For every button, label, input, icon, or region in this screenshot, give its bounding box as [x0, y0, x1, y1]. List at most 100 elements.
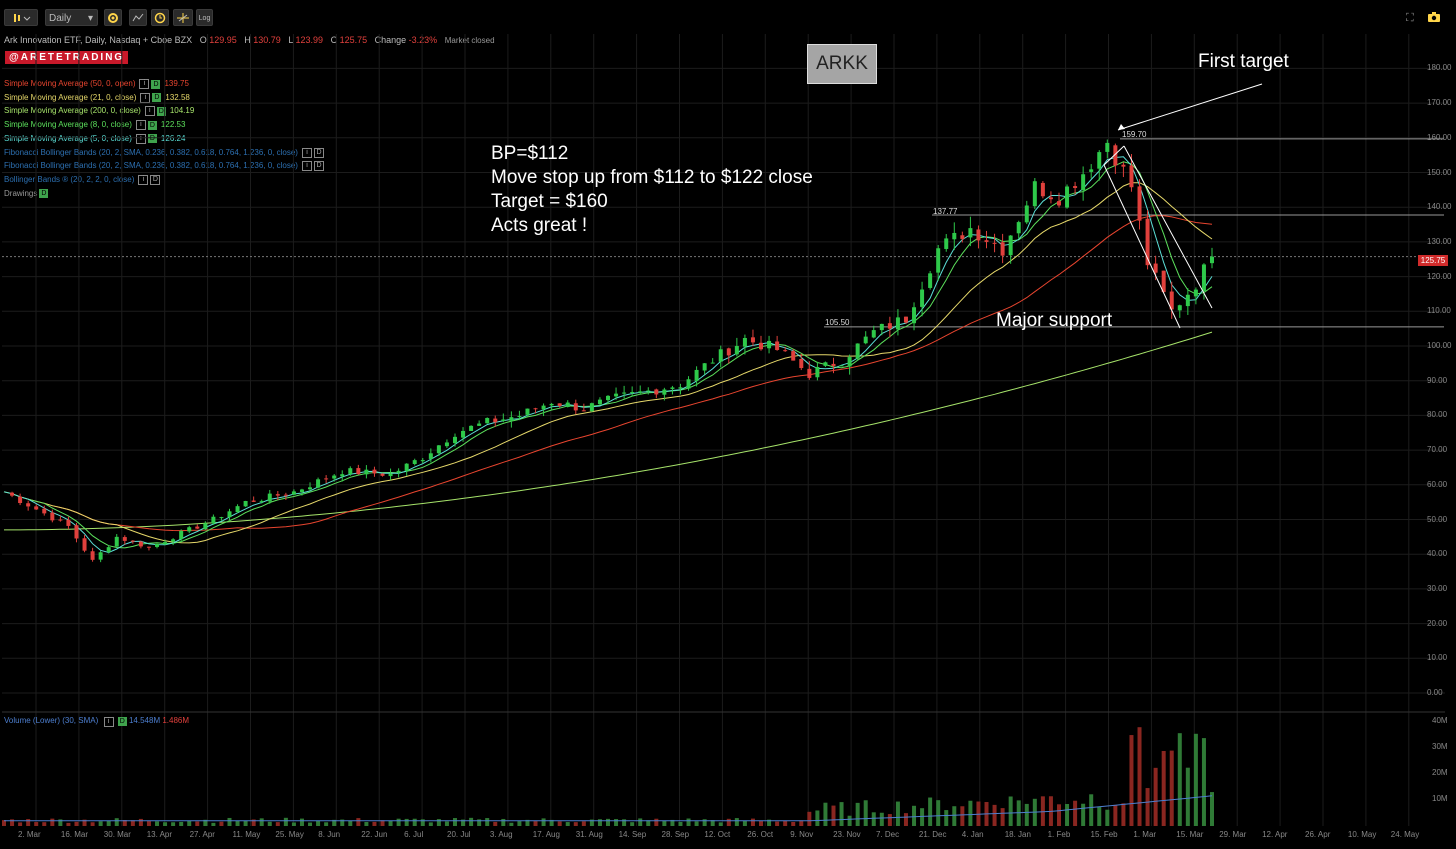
candle-body [1105, 142, 1110, 152]
volume-bar [74, 821, 79, 826]
level-label-mid: 137.77 [933, 207, 958, 216]
ticker-box: ARKK [807, 44, 877, 84]
candle-body [251, 500, 256, 502]
clock-button[interactable] [151, 9, 169, 26]
delete-icon[interactable]: D [147, 120, 157, 130]
indicator-label: Simple Moving Average (8, 0, close) [4, 120, 132, 130]
volume-bar [541, 818, 546, 826]
volume-bar [783, 820, 788, 826]
settings-button[interactable] [104, 9, 122, 26]
info-icon[interactable]: i [144, 106, 155, 117]
candle-body [694, 369, 699, 381]
delete-icon[interactable]: D [117, 717, 127, 726]
delete-icon[interactable]: D [156, 106, 166, 116]
candle-body [146, 546, 151, 548]
volume-bar [42, 822, 47, 826]
indicator-label: Bollinger Bands ® (20, 2, 2, 0, close) [4, 175, 135, 184]
volume-bar [501, 818, 506, 826]
time-tick: 12. Apr [1262, 830, 1288, 839]
volume-bar [1089, 794, 1094, 826]
volume-bar [90, 822, 95, 826]
candle-body [122, 537, 127, 541]
chart-type-button[interactable] [4, 9, 38, 26]
candle-body [710, 362, 715, 364]
time-tick: 6. Jul [404, 830, 424, 839]
interval-select[interactable]: Daily ▾ [45, 9, 98, 26]
volume-bar [581, 821, 586, 826]
candle-body [992, 242, 997, 244]
volume-bar [420, 819, 425, 826]
volume-bar [267, 821, 272, 826]
candle-body [573, 403, 578, 411]
candle-body [823, 362, 828, 366]
candle-body [1153, 263, 1158, 273]
delete-icon[interactable]: D [152, 93, 162, 103]
volume-value: 14.548M [128, 716, 161, 725]
volume-bar [606, 818, 610, 826]
delete-icon[interactable]: D [39, 188, 49, 198]
info-icon[interactable]: i [103, 717, 114, 727]
delete-icon[interactable]: D [150, 174, 161, 185]
price-tick: 100.00 [1427, 341, 1452, 350]
channel-line [1103, 164, 1181, 329]
indicator-row: Simple Moving Average (8, 0, close) i D 122… [4, 120, 185, 131]
price-tick: 130.00 [1427, 236, 1452, 246]
candle-body [316, 479, 321, 488]
delete-icon[interactable]: D [313, 161, 324, 172]
delete-icon[interactable]: D [313, 147, 324, 158]
camera-button[interactable] [1428, 12, 1440, 25]
volume-bar [18, 822, 23, 826]
volume-bar [452, 818, 457, 826]
volume-bar [750, 818, 755, 826]
candle-body [203, 523, 208, 530]
candle-body [622, 392, 627, 394]
candle-body [767, 340, 772, 349]
volume-bar [251, 819, 256, 826]
price-tick: 110.00 [1427, 306, 1451, 316]
volume-bar [130, 820, 135, 826]
volume-bar [372, 821, 377, 826]
candle-body [565, 402, 570, 408]
info-icon[interactable]: i [301, 147, 312, 158]
time-tick: 14. Sep [618, 830, 647, 839]
time-tick: 26. Oct [747, 830, 774, 839]
indicator-row: Drawings D [4, 189, 52, 199]
instrument-name: Ark Innovation ETF, Daily, Nasdaq + Cboe… [4, 35, 193, 45]
indicators-button[interactable] [129, 9, 147, 26]
candle-body [1024, 205, 1029, 223]
volume-bar [1169, 750, 1174, 826]
candle-body [1097, 152, 1102, 169]
time-tick: 18. Jan [1004, 830, 1031, 839]
fullscreen-icon[interactable]: ⛶ [1406, 12, 1414, 24]
candle-body [187, 527, 192, 532]
info-icon[interactable]: i [135, 120, 146, 131]
candle-body [1121, 164, 1126, 167]
info-icon[interactable]: i [301, 161, 312, 172]
channel-line [1123, 145, 1213, 309]
delete-icon[interactable]: D [147, 134, 157, 144]
candle-body [291, 491, 296, 495]
info-icon[interactable]: i [139, 79, 150, 89]
volume-bar [34, 822, 39, 826]
time-tick: 28. Sep [661, 830, 690, 839]
drawing-tools-button[interactable] [173, 9, 193, 26]
indicator-value: 126.24 [160, 133, 186, 143]
volume-bar [694, 821, 699, 826]
volume-bar [759, 820, 764, 826]
toolbar: Daily ▾ Log ⛶ [0, 0, 1456, 34]
candle-body [34, 506, 39, 510]
time-tick: 27. Apr [189, 830, 215, 839]
candle-body [1056, 201, 1061, 206]
target-arrow-line [1117, 83, 1263, 131]
info-icon[interactable]: i [140, 92, 151, 103]
candle-body [436, 445, 441, 454]
candle-body [718, 349, 723, 362]
candle-body [759, 342, 764, 350]
price-tick: 180.00 [1427, 63, 1452, 73]
delete-icon[interactable]: D [151, 79, 161, 89]
info-icon[interactable]: i [138, 174, 149, 185]
info-icon[interactable]: i [135, 133, 146, 144]
sma50-line [3, 215, 1213, 532]
log-scale-button[interactable]: Log [196, 9, 213, 26]
